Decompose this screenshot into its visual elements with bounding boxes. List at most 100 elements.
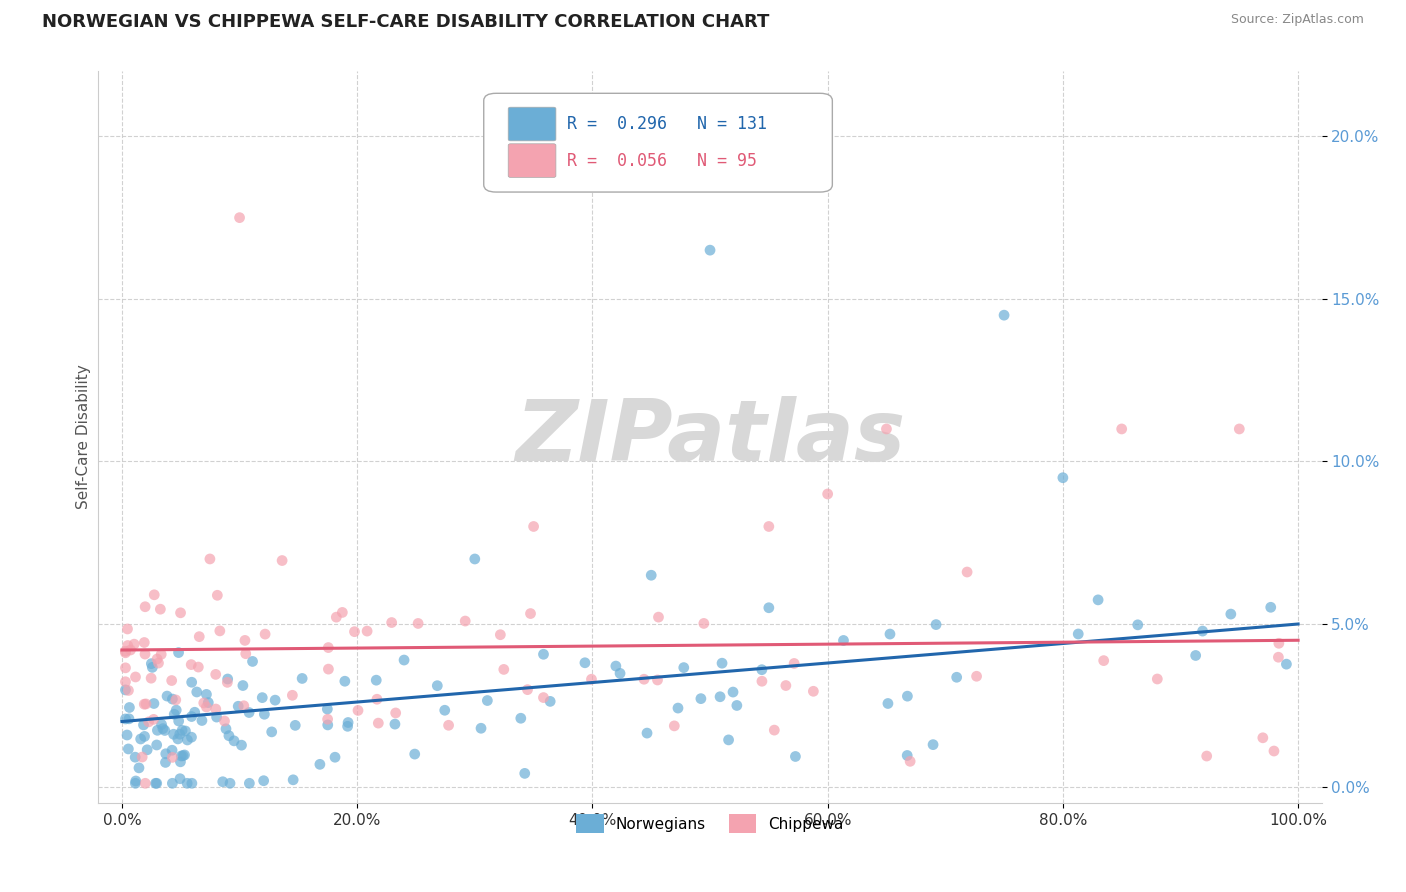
- Point: [898, 754, 921, 768]
- Point: [214, 714, 236, 728]
- Point: [204, 702, 226, 716]
- Point: [318, 640, 340, 655]
- Point: [384, 717, 406, 731]
- Point: [146, 723, 169, 738]
- Point: [381, 615, 404, 630]
- Point: [1067, 627, 1090, 641]
- Point: [165, 703, 187, 717]
- Point: [165, 693, 187, 707]
- Point: [150, 717, 173, 731]
- Point: [264, 693, 287, 707]
- Point: [426, 679, 449, 693]
- Point: [232, 698, 254, 713]
- Point: [117, 683, 139, 698]
- Point: [1263, 744, 1285, 758]
- Point: [433, 703, 456, 717]
- Point: [167, 714, 190, 728]
- Point: [605, 659, 627, 673]
- Point: [318, 662, 340, 676]
- Point: [672, 660, 695, 674]
- Point: [633, 672, 655, 686]
- Point: [404, 747, 426, 761]
- Point: [176, 776, 198, 790]
- Point: [169, 727, 191, 741]
- Point: [162, 776, 184, 790]
- Point: [142, 697, 165, 711]
- Point: [187, 660, 209, 674]
- Point: [879, 627, 901, 641]
- Point: [226, 699, 249, 714]
- Point: [966, 669, 988, 683]
- Point: [131, 750, 153, 764]
- Point: [437, 718, 460, 732]
- Point: [146, 652, 169, 666]
- Point: [283, 772, 305, 787]
- Point: [406, 616, 429, 631]
- Point: [162, 750, 184, 764]
- Point: [356, 624, 378, 639]
- Point: [1052, 471, 1074, 485]
- Point: [134, 635, 156, 649]
- Point: [533, 690, 555, 705]
- Point: [1111, 422, 1133, 436]
- Point: [323, 750, 346, 764]
- Point: [114, 712, 136, 726]
- Point: [1126, 617, 1149, 632]
- Point: [129, 731, 152, 746]
- Point: [124, 776, 146, 790]
- Point: [316, 712, 339, 726]
- Point: [454, 614, 477, 628]
- Point: [343, 624, 366, 639]
- Point: [366, 673, 388, 688]
- Point: [1219, 607, 1241, 621]
- Point: [489, 628, 512, 642]
- Point: [993, 308, 1015, 322]
- Point: [690, 691, 713, 706]
- Point: [183, 706, 205, 720]
- Point: [693, 616, 716, 631]
- Point: [1275, 657, 1298, 672]
- Point: [291, 672, 314, 686]
- Point: [513, 766, 536, 780]
- Point: [284, 718, 307, 732]
- Y-axis label: Self-Care Disability: Self-Care Disability: [76, 365, 91, 509]
- Point: [167, 731, 190, 746]
- Point: [136, 743, 159, 757]
- Point: [581, 672, 603, 686]
- Point: [1092, 654, 1115, 668]
- Point: [758, 519, 780, 533]
- Point: [155, 756, 177, 770]
- Point: [281, 688, 304, 702]
- Point: [242, 655, 264, 669]
- Point: [114, 646, 136, 660]
- Point: [238, 776, 260, 790]
- Point: [783, 657, 806, 671]
- Point: [647, 673, 669, 687]
- Point: [238, 706, 260, 720]
- Point: [235, 647, 257, 661]
- Point: [803, 684, 825, 698]
- Point: [316, 702, 339, 716]
- Text: Source: ZipAtlas.com: Source: ZipAtlas.com: [1230, 13, 1364, 27]
- Point: [117, 622, 139, 636]
- Text: NORWEGIAN VS CHIPPEWA SELF-CARE DISABILITY CORRELATION CHART: NORWEGIAN VS CHIPPEWA SELF-CARE DISABILI…: [42, 13, 769, 31]
- Point: [232, 679, 254, 693]
- Point: [138, 714, 160, 729]
- Point: [125, 774, 148, 789]
- Point: [763, 723, 786, 738]
- Point: [325, 610, 347, 624]
- Point: [153, 723, 176, 738]
- Point: [160, 673, 183, 688]
- Point: [134, 697, 156, 711]
- Point: [470, 721, 492, 735]
- Point: [1184, 648, 1206, 663]
- Point: [162, 692, 184, 706]
- Point: [173, 747, 195, 762]
- Point: [122, 637, 145, 651]
- Point: [336, 719, 359, 733]
- Point: [135, 697, 157, 711]
- Point: [1087, 593, 1109, 607]
- Point: [253, 707, 276, 722]
- Point: [134, 730, 156, 744]
- Point: [1191, 624, 1213, 638]
